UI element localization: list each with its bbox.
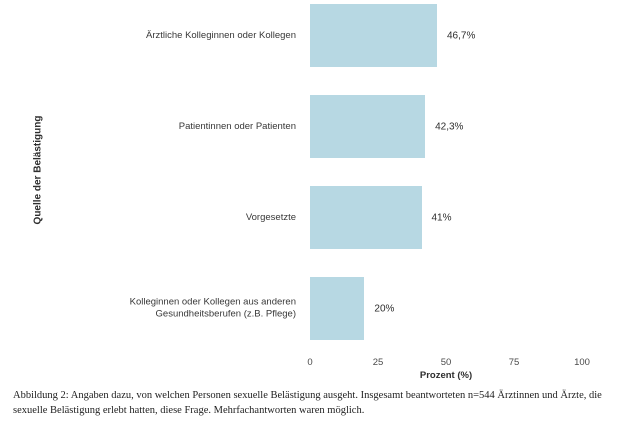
category-label: Kolleginnen oder Kollegen aus anderen Ge…: [129, 296, 296, 320]
bar: [310, 95, 426, 158]
x-tick-label: 100: [574, 357, 590, 368]
x-tick-label: 0: [307, 357, 313, 368]
y-axis-title: Quelle der Belästigung: [32, 115, 44, 225]
bar: [310, 4, 437, 67]
x-tick-label: 25: [372, 357, 384, 368]
category-label: Vorgesetzte: [245, 211, 296, 223]
value-label: 42,3%: [435, 121, 464, 132]
category-label: Ärztliche Kolleginnen oder Kollegen: [146, 29, 296, 41]
bar-chart: Quelle der Belästigung Ärztliche Kollegi…: [32, 4, 590, 381]
figure-caption: Abbildung 2: Angaben dazu, von welchen P…: [13, 390, 602, 416]
category-label: Patientinnen oder Patienten: [178, 120, 296, 132]
value-label: 41%: [431, 212, 452, 223]
bar: [310, 277, 365, 340]
x-tick-label: 50: [440, 357, 452, 368]
x-axis-title: Prozent (%): [419, 370, 473, 381]
bar: [310, 186, 422, 249]
value-label: 46,7%: [447, 30, 476, 41]
x-tick-label: 75: [508, 357, 520, 368]
value-label: 20%: [374, 303, 395, 314]
